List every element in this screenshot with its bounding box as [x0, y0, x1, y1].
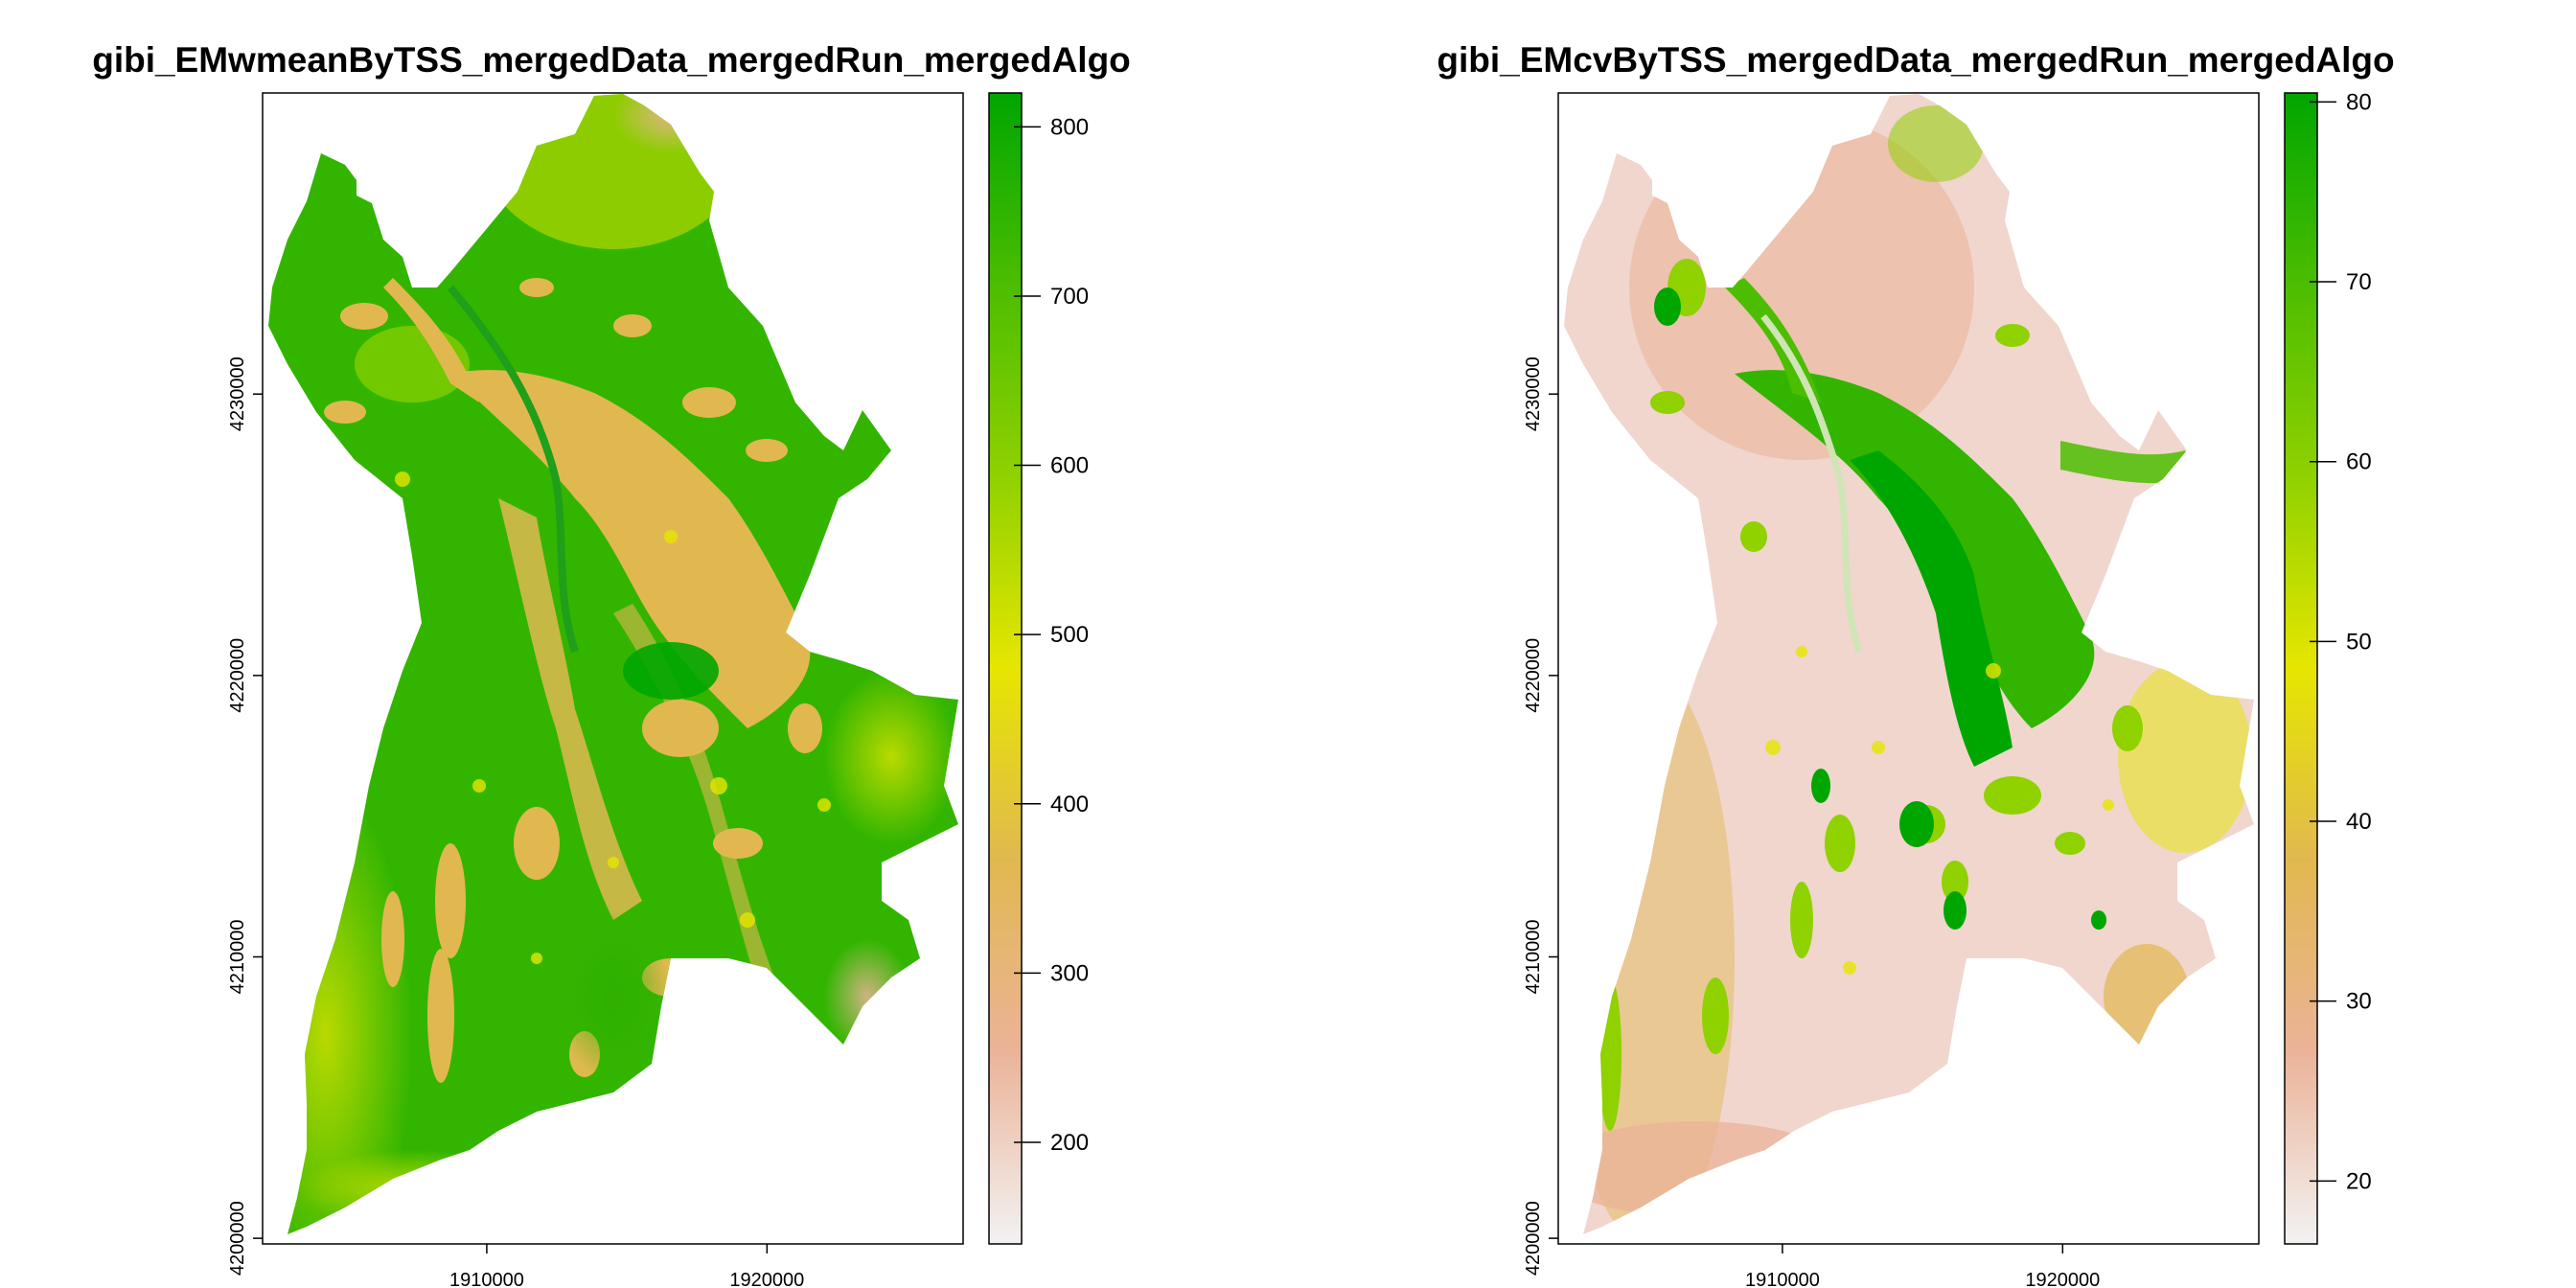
legend-tick-label: 700 [1050, 284, 1089, 310]
valley-south-east [613, 604, 786, 1016]
y-tick-label: 4220000 [1523, 638, 1544, 713]
speckle-high [1654, 288, 2106, 930]
legend-tick-label: 60 [2346, 449, 2372, 475]
slope-east [2118, 661, 2252, 853]
color-legend: 200 300 400 500 600 700 800 [988, 92, 1089, 1245]
peak-north-green [1888, 105, 1984, 182]
high-cv-valley [1735, 370, 2095, 728]
raster-map [268, 94, 958, 1234]
x-tick-label: 1920000 [729, 1270, 804, 1288]
legend-color-bar [988, 92, 1023, 1245]
x-tick-label: 1910000 [1745, 1270, 1820, 1288]
chart-title: gibi_EMwmeanByTSS_mergedData_mergedRun_m… [92, 40, 1131, 80]
y-tick-label: 4230000 [1523, 356, 1544, 431]
y-tick-label: 4210000 [1523, 920, 1544, 995]
legend-tick-label: 20 [2346, 1168, 2372, 1194]
y-tick-label: 4200000 [1523, 1201, 1544, 1276]
urban-lowland-valley [450, 370, 811, 728]
high-cv-core [1850, 450, 2012, 767]
legend-tick-label: 70 [2346, 269, 2372, 295]
legend-tick-label: 800 [1050, 114, 1089, 140]
ridge-south-east [824, 939, 910, 1054]
legend-tick-label: 50 [2346, 629, 2372, 655]
plot-frame [262, 92, 964, 1245]
river-isere [1760, 313, 1863, 654]
x-tick-label: 1910000 [449, 1270, 524, 1288]
transition-speckle [395, 472, 831, 964]
raster-map [1564, 94, 2254, 1234]
map-surface [268, 94, 958, 1234]
x-tick-label: 1920000 [2025, 1270, 2100, 1288]
legend-tick-label: 600 [1050, 453, 1089, 479]
axes: 1910000 1920000 4200000 4210000 4220000 42300… [227, 356, 804, 1288]
y-tick-label: 4220000 [227, 638, 248, 713]
plot-frame [1557, 92, 2260, 1245]
speckle-mid [1598, 259, 2143, 1131]
ridge-south [297, 1150, 527, 1227]
legend-color-bar [2284, 92, 2318, 1245]
forest-central [623, 642, 719, 700]
y-tick-label: 4210000 [227, 920, 248, 995]
slope-south [1564, 1121, 1840, 1217]
cv-map-panel: gibi_EMcvByTSS_mergedData_mergedRun_merg… [1437, 40, 2394, 1288]
chart-title: gibi_EMcvByTSS_mergedData_mergedRun_merg… [1437, 40, 2394, 80]
y-tick-label: 4230000 [227, 356, 248, 431]
legend-tick-label: 500 [1050, 622, 1089, 648]
color-legend: 20 30 40 50 60 70 80 [2284, 89, 2372, 1245]
slope-south-east [2104, 944, 2190, 1049]
axes: 1910000 1920000 4200000 4210000 4220000 42300… [1523, 356, 2100, 1288]
speckle-low [1765, 646, 2114, 975]
mean-map-panel: gibi_EMwmeanByTSS_mergedData_mergedRun_m… [92, 40, 1131, 1288]
legend-tick-label: 300 [1050, 960, 1089, 986]
valley-south-branch [498, 498, 642, 920]
legend-tick-label: 200 [1050, 1130, 1089, 1156]
legend-tick-label: 80 [2346, 89, 2372, 115]
valley-branch-north [383, 278, 479, 402]
peak-north [613, 94, 728, 153]
legend-tick-label: 30 [2346, 989, 2372, 1015]
forest-south [556, 910, 671, 1083]
y-tick-label: 4200000 [227, 1201, 248, 1276]
ridge-high-north [479, 94, 748, 249]
legend-tick-label: 40 [2346, 809, 2372, 835]
ridge-east-slope [824, 671, 958, 843]
river-isere [447, 285, 579, 654]
valley-branch-east [2060, 441, 2195, 484]
legend-tick-label: 400 [1050, 792, 1089, 817]
